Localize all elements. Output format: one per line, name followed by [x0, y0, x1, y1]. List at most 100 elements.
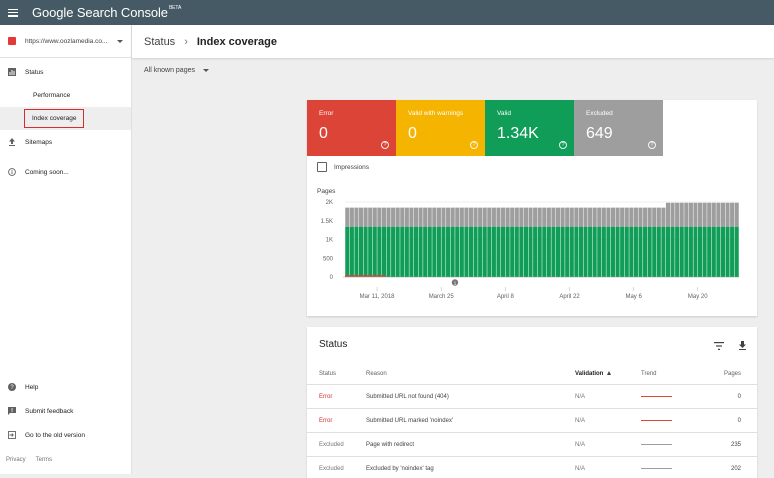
- column-header-validation[interactable]: Validation: [575, 371, 641, 377]
- chart-bar-valid: [688, 226, 693, 277]
- summary-tile-error[interactable]: Error 0?: [307, 100, 396, 156]
- chart-bar-valid: [730, 226, 735, 277]
- sidebar-item-old-version[interactable]: Go to the old version: [0, 423, 131, 447]
- chart-bar-excluded: [615, 207, 620, 227]
- chart-bar-valid: [720, 226, 726, 277]
- sidebar-item-submit-feedback[interactable]: Submit feedback: [0, 399, 131, 423]
- chart-bar-excluded: [725, 202, 730, 227]
- chart-bar-excluded: [441, 207, 446, 227]
- sidebar-item-sitemaps[interactable]: Sitemaps: [0, 130, 131, 154]
- chart-bar-valid: [386, 226, 391, 277]
- filter-icon[interactable]: [714, 337, 724, 355]
- pages-filter-label: All known pages: [144, 67, 195, 74]
- row-reason: Excluded by 'noindex' tag: [366, 465, 434, 472]
- column-header-pages[interactable]: Pages: [723, 370, 741, 377]
- column-header-reason[interactable]: Reason: [366, 370, 387, 377]
- tile-value: 1.34K: [497, 125, 539, 142]
- row-reason: Submitted URL not found (404): [366, 393, 449, 400]
- summary-tile-valid[interactable]: Valid 1.34K?: [485, 100, 574, 156]
- chart-ytick-label: 1.5K: [321, 219, 333, 225]
- app-title[interactable]: Google Search ConsoleBETA: [32, 5, 182, 20]
- sidebar-item-label: Coming soon...: [25, 168, 69, 176]
- coverage-summary-card: Error 0? Valid with warnings 0? Valid 1.34K? E…: [307, 100, 757, 316]
- sidebar-item-performance[interactable]: Performance: [0, 84, 131, 107]
- property-selector[interactable]: https://www.oozlamedia.co...: [0, 25, 131, 58]
- info-icon: [8, 168, 16, 176]
- chart-bar-valid: [725, 226, 730, 277]
- impressions-checkbox[interactable]: [317, 162, 327, 172]
- impressions-toggle[interactable]: Impressions: [317, 162, 369, 172]
- help-icon[interactable]: ?: [559, 141, 567, 149]
- chart-bar-valid: [473, 226, 478, 277]
- chart-bar-valid: [675, 226, 680, 277]
- chart-bar-valid: [647, 226, 652, 277]
- chart-bar-valid: [482, 226, 487, 277]
- chart-bar-excluded: [505, 207, 510, 227]
- table-row[interactable]: Error Submitted URL marked 'noindex' N/A 0: [307, 409, 757, 433]
- sidebar-item-label: Help: [25, 383, 39, 391]
- help-icon[interactable]: ?: [470, 141, 478, 149]
- chart-bar-excluded: [679, 202, 684, 227]
- row-validation: N/A: [575, 465, 586, 472]
- chart-bar-valid: [597, 226, 602, 277]
- breadcrumb-status[interactable]: Status: [144, 35, 176, 48]
- chart-bar-excluded: [643, 207, 648, 227]
- row-trend: [641, 443, 709, 446]
- terms-link[interactable]: Terms: [35, 457, 53, 463]
- chart-bar-excluded: [675, 202, 680, 227]
- chart-bar-excluded: [450, 207, 455, 227]
- row-pages: 0: [737, 417, 741, 424]
- chart-bar-excluded: [656, 207, 661, 227]
- chart-bar-excluded: [427, 207, 432, 227]
- chart-bar-excluded: [523, 207, 529, 227]
- help-icon[interactable]: ?: [648, 141, 656, 149]
- chart-bar-valid: [404, 226, 409, 277]
- row-validation: N/A: [575, 417, 586, 424]
- chart-bar-valid: [363, 226, 368, 277]
- chart-xtick-label: Mar 11, 2018: [360, 294, 396, 300]
- chart-bar-valid: [487, 226, 492, 277]
- status-table-title: Status: [319, 339, 348, 350]
- chart-xtick-label: May 20: [688, 294, 708, 300]
- pages-filter-dropdown[interactable]: All known pages: [144, 67, 217, 74]
- sidebar-item-index-coverage[interactable]: Index coverage: [0, 107, 131, 130]
- sidebar-footer: Privacy Terms: [6, 457, 52, 463]
- menu-icon[interactable]: [8, 8, 18, 17]
- tile-label: Excluded: [586, 110, 613, 117]
- chart-bar-valid: [464, 226, 469, 277]
- chart-bar-valid: [638, 226, 643, 277]
- chart-bar-valid: [395, 226, 400, 277]
- chart-bar-valid: [606, 226, 611, 277]
- sidebar: https://www.oozlamedia.co... Status Perf…: [0, 25, 132, 474]
- summary-tile-valid-with-warnings[interactable]: Valid with warnings 0?: [396, 100, 485, 156]
- table-row[interactable]: Excluded Excluded by 'noindex' tag N/A 202: [307, 457, 757, 478]
- row-validation: N/A: [575, 393, 586, 400]
- column-header-trend[interactable]: Trend: [641, 370, 657, 377]
- column-header-status[interactable]: Status: [319, 370, 337, 377]
- table-row[interactable]: Error Submitted URL not found (404) N/A 0: [307, 385, 757, 409]
- table-row[interactable]: Excluded Page with redirect N/A 235: [307, 433, 757, 457]
- chart-bar-excluded: [670, 202, 675, 227]
- chart-bar-valid: [358, 226, 364, 277]
- chart-bar-valid: [656, 226, 661, 277]
- chart-xtick-label: April 22: [559, 294, 580, 300]
- summary-tile-excluded[interactable]: Excluded 649?: [574, 100, 663, 156]
- chart-ytick-label: 2K: [326, 200, 333, 206]
- download-icon[interactable]: [738, 337, 747, 355]
- sidebar-item-help[interactable]: ? Help: [0, 375, 131, 399]
- chart-bar-excluded: [459, 207, 464, 227]
- sidebar-item-label: Performance: [33, 92, 71, 99]
- sidebar-item-coming-soon[interactable]: Coming soon...: [0, 160, 131, 184]
- chart-bar-excluded: [436, 207, 441, 227]
- privacy-link[interactable]: Privacy: [6, 457, 26, 463]
- chart-bar-valid: [413, 226, 419, 277]
- help-icon[interactable]: ?: [381, 141, 389, 149]
- sidebar-item-status[interactable]: Status: [0, 60, 131, 84]
- chart-bar-excluded: [707, 202, 712, 227]
- chart-bar-excluded: [716, 202, 721, 227]
- chart-bar-valid: [468, 226, 474, 277]
- chart-bar-valid: [551, 226, 556, 277]
- chart-bar-excluded: [688, 202, 693, 227]
- status-table: Status Reason Validation Trend Pages Err…: [307, 363, 757, 478]
- chart-bar-excluded: [720, 202, 726, 227]
